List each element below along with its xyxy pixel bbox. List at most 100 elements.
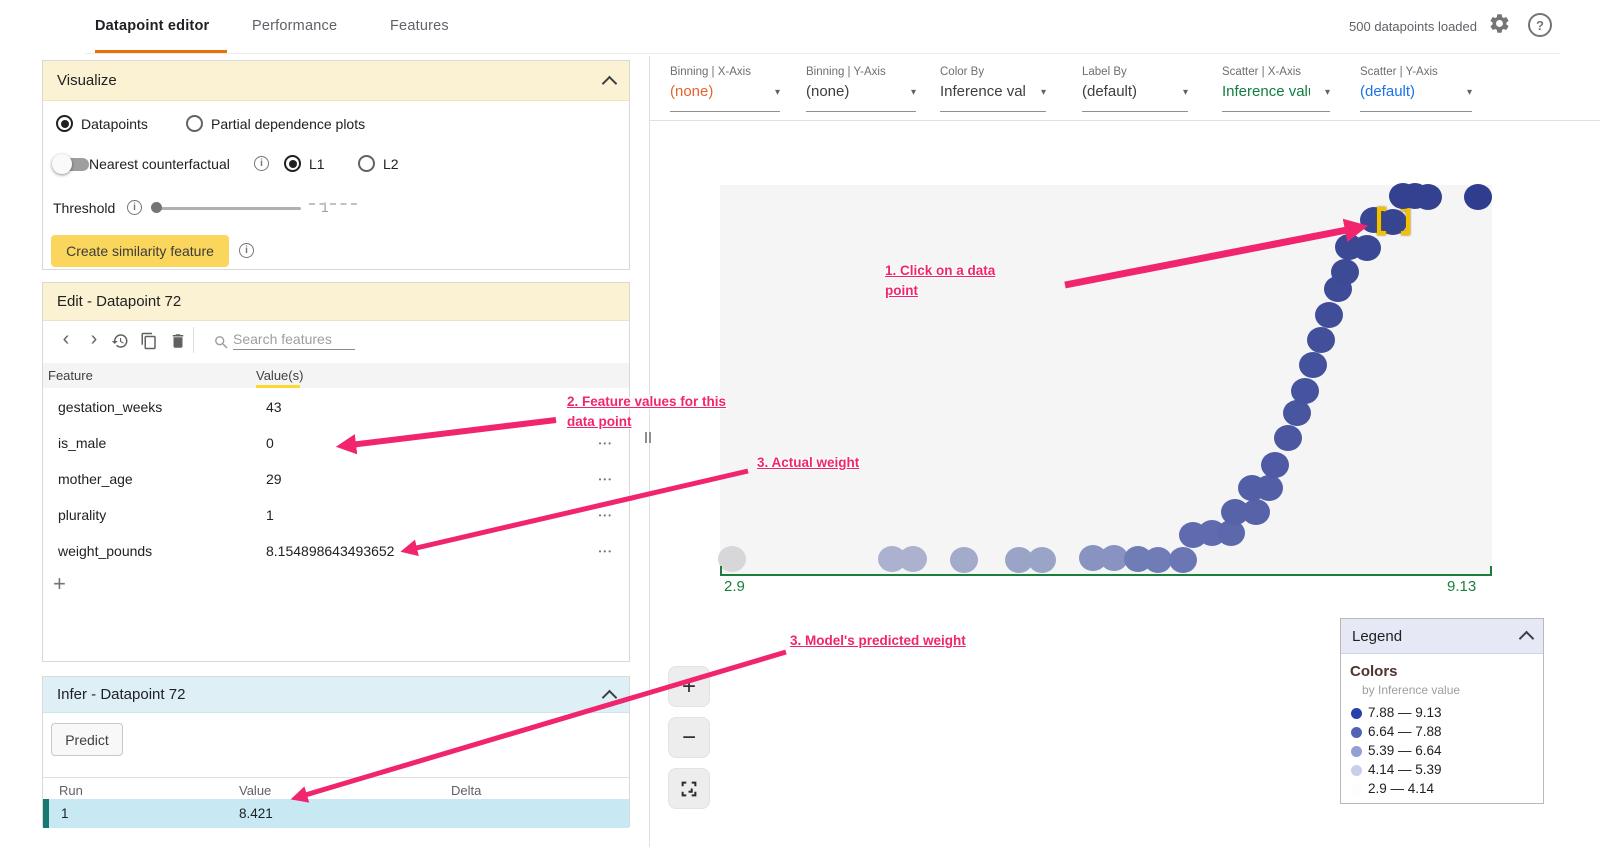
revert-history-icon[interactable] bbox=[110, 332, 130, 352]
collapse-icon[interactable] bbox=[601, 75, 618, 91]
feature-value[interactable]: 1 bbox=[266, 507, 274, 523]
datapoint[interactable] bbox=[1283, 400, 1311, 426]
divider-drag-handle[interactable] bbox=[649, 432, 651, 443]
l2-radio-label: L2 bbox=[383, 156, 399, 172]
datapoint[interactable] bbox=[1464, 184, 1492, 210]
dropdown-binning-x-axis[interactable]: Binning | X-Axis (none) ▾ bbox=[670, 66, 780, 112]
tutorial-annotation: 1. Click on a data point bbox=[885, 261, 995, 300]
legend-item-label: 6.64 — 7.88 bbox=[1368, 724, 1442, 739]
legend-item-label: 5.39 — 6.64 bbox=[1368, 743, 1442, 758]
delete-datapoint-icon[interactable] bbox=[168, 332, 188, 352]
tab-datapoint-editor[interactable]: Datapoint editor bbox=[95, 18, 210, 34]
datapoint[interactable] bbox=[1315, 302, 1343, 328]
next-datapoint-button[interactable]: › bbox=[90, 328, 98, 350]
x-axis-line bbox=[720, 574, 1492, 576]
collapse-icon[interactable] bbox=[601, 689, 618, 705]
row-menu-icon[interactable]: ••• bbox=[598, 439, 613, 448]
add-feature-button[interactable]: + bbox=[53, 571, 66, 596]
edit-datapoint-panel: Edit - Datapoint 72 ‹ › Feature Value(s)… bbox=[42, 282, 630, 662]
fit-to-screen-button[interactable] bbox=[668, 768, 710, 809]
datapoint[interactable] bbox=[899, 546, 927, 572]
dropdown-scatter-x-axis[interactable]: Scatter | X-Axis Inference valu ▾ bbox=[1222, 66, 1330, 112]
threshold-slider[interactable] bbox=[156, 207, 301, 210]
legend-header: Legend bbox=[1341, 619, 1543, 654]
datapoint[interactable] bbox=[1242, 499, 1270, 525]
predict-button[interactable]: Predict bbox=[51, 723, 123, 756]
datapoint[interactable] bbox=[1307, 327, 1335, 353]
datapoint[interactable] bbox=[1169, 547, 1197, 573]
datapoint[interactable] bbox=[1331, 259, 1359, 285]
chevron-down-icon: ▾ bbox=[1466, 87, 1472, 98]
table-row[interactable]: plurality 1 ••• bbox=[43, 498, 629, 534]
dropdown-value-row[interactable]: (default) ▾ bbox=[1082, 83, 1188, 112]
dropdown-scatter-y-axis[interactable]: Scatter | Y-Axis (default) ▾ bbox=[1360, 66, 1472, 112]
divider-drag-handle[interactable] bbox=[645, 432, 647, 443]
tutorial-annotation: 3. Model's predicted weight bbox=[790, 631, 966, 651]
dropdown-label: Binning | Y-Axis bbox=[806, 66, 886, 78]
dropdown-value-row[interactable]: (none) ▾ bbox=[806, 83, 916, 112]
row-menu-icon[interactable]: ••• bbox=[598, 475, 613, 484]
datapoint[interactable] bbox=[950, 547, 978, 573]
create-similarity-feature-button[interactable]: Create similarity feature bbox=[51, 235, 229, 267]
zoom-in-button[interactable]: + bbox=[668, 666, 710, 707]
table-row[interactable]: mother_age 29 ••• bbox=[43, 462, 629, 498]
datapoints-loaded-status: 500 datapoints loaded bbox=[1349, 19, 1477, 34]
datapoint[interactable] bbox=[1291, 378, 1319, 404]
values-column-header[interactable]: Value(s) bbox=[256, 368, 304, 383]
duplicate-datapoint-icon[interactable] bbox=[139, 332, 159, 352]
datapoint[interactable] bbox=[1261, 452, 1289, 478]
feature-value[interactable]: 43 bbox=[266, 399, 282, 415]
row-menu-icon[interactable]: ••• bbox=[598, 547, 613, 556]
dropdown-color-by[interactable]: Color By Inference val ▾ bbox=[940, 66, 1046, 112]
similarity-info-icon[interactable]: i bbox=[239, 243, 254, 258]
counterfactual-info-icon[interactable]: i bbox=[254, 156, 269, 171]
datapoint[interactable] bbox=[718, 546, 746, 572]
l1-radio[interactable] bbox=[284, 155, 301, 172]
inference-result-row[interactable]: 1 8.421 bbox=[43, 799, 629, 828]
feature-value[interactable]: 0 bbox=[266, 435, 274, 451]
datapoint[interactable] bbox=[1144, 547, 1172, 573]
dropdown-binning-y-axis[interactable]: Binning | Y-Axis (none) ▾ bbox=[806, 66, 916, 112]
selected-datapoint[interactable] bbox=[1379, 209, 1407, 235]
scatter-plot[interactable] bbox=[718, 183, 1492, 576]
feature-value[interactable]: 8.154898643493652 bbox=[266, 543, 395, 559]
datapoint[interactable] bbox=[1100, 545, 1128, 571]
tab-features[interactable]: Features bbox=[390, 18, 449, 34]
table-row[interactable]: is_male 0 ••• bbox=[43, 426, 629, 462]
partial-dependence-radio[interactable] bbox=[186, 115, 203, 132]
nearest-counterfactual-toggle[interactable] bbox=[52, 154, 89, 174]
feature-name: gestation_weeks bbox=[58, 399, 163, 415]
infer-divider bbox=[43, 777, 629, 778]
datapoints-radio[interactable] bbox=[56, 115, 73, 132]
threshold-info-icon[interactable]: i bbox=[127, 200, 142, 215]
threshold-slider-thumb[interactable] bbox=[151, 202, 162, 213]
panel-split-divider[interactable] bbox=[649, 56, 650, 847]
zoom-out-button[interactable]: − bbox=[668, 717, 710, 758]
datapoint[interactable] bbox=[1255, 475, 1283, 501]
tab-performance[interactable]: Performance bbox=[252, 18, 338, 34]
search-features-input[interactable] bbox=[233, 329, 355, 350]
dropdown-value-row[interactable]: (none) ▾ bbox=[670, 83, 780, 112]
dropdown-value-row[interactable]: (default) ▾ bbox=[1360, 83, 1472, 112]
collapse-icon[interactable] bbox=[1518, 630, 1535, 647]
visualize-panel-header: Visualize bbox=[43, 61, 629, 101]
row-menu-icon[interactable]: ••• bbox=[598, 511, 613, 520]
l2-radio[interactable] bbox=[358, 155, 375, 172]
prev-datapoint-button[interactable]: ‹ bbox=[62, 328, 70, 350]
feature-name: weight_pounds bbox=[58, 543, 153, 559]
table-row[interactable]: gestation_weeks 43 bbox=[43, 390, 629, 426]
dropdown-value-row[interactable]: Inference valu ▾ bbox=[1222, 83, 1330, 112]
dropdown-value-row[interactable]: Inference val ▾ bbox=[940, 83, 1046, 112]
feature-value[interactable]: 29 bbox=[266, 471, 282, 487]
datapoints-radio-label: Datapoints bbox=[81, 116, 148, 132]
dropdown-label-by[interactable]: Label By (default) ▾ bbox=[1082, 66, 1188, 112]
datapoint[interactable] bbox=[1414, 184, 1442, 210]
legend-title: Legend bbox=[1352, 627, 1403, 645]
datapoint[interactable] bbox=[1353, 235, 1381, 261]
datapoint[interactable] bbox=[1028, 547, 1056, 573]
settings-button[interactable] bbox=[1488, 12, 1511, 40]
table-row[interactable]: weight_pounds 8.154898643493652 ••• bbox=[43, 534, 629, 570]
datapoint[interactable] bbox=[1274, 425, 1302, 451]
datapoint[interactable] bbox=[1299, 352, 1327, 378]
help-icon[interactable]: ? bbox=[1528, 13, 1552, 37]
